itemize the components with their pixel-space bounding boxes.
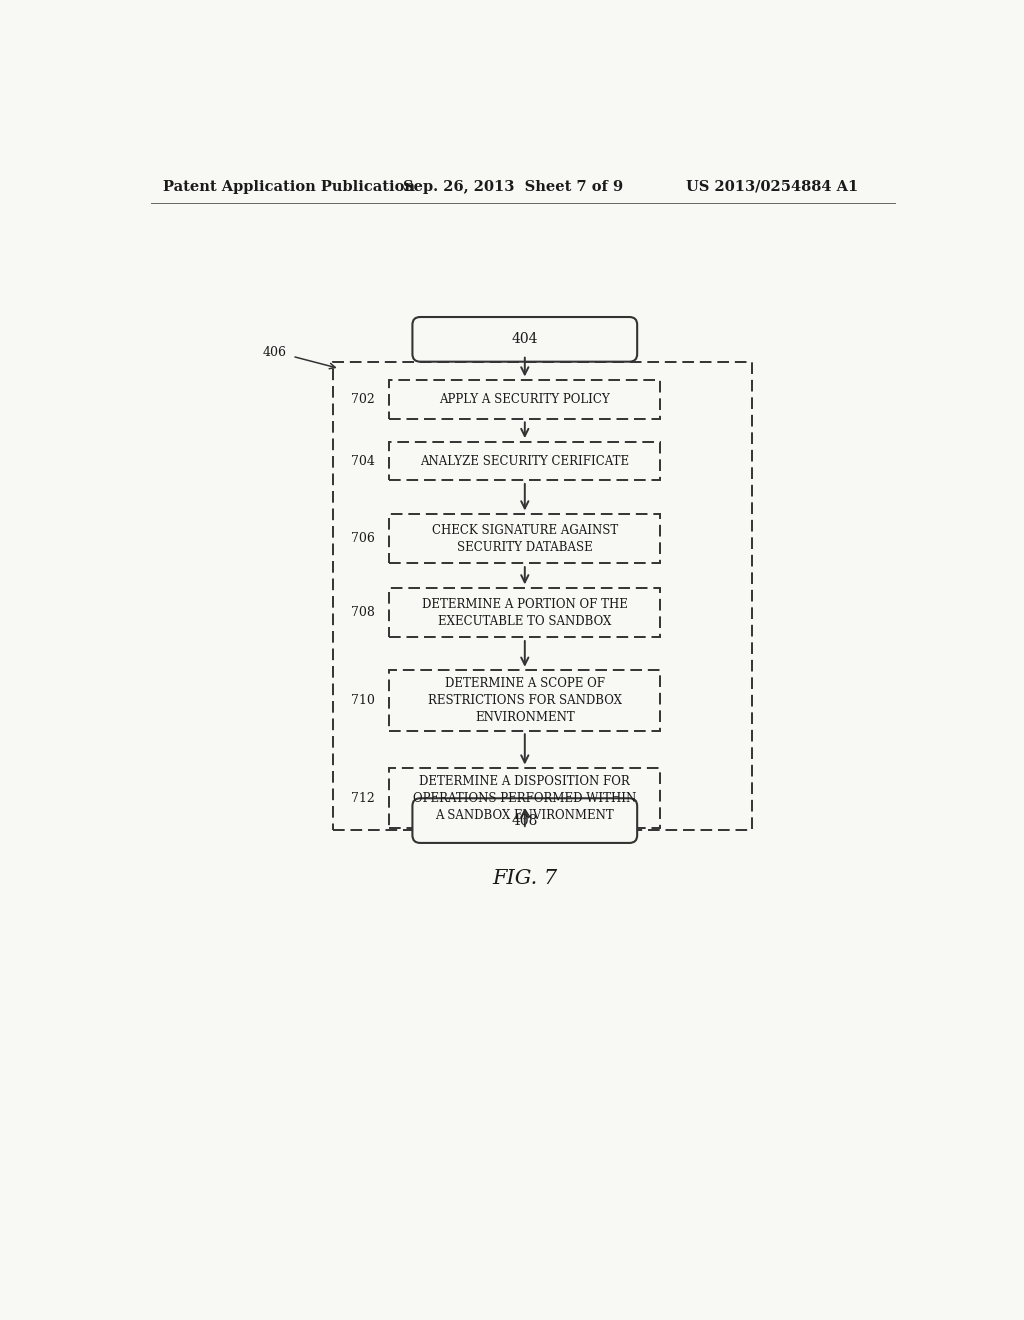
FancyBboxPatch shape [389,768,660,829]
Text: 408: 408 [512,813,538,828]
FancyBboxPatch shape [389,589,660,638]
Text: 702: 702 [351,393,375,407]
FancyBboxPatch shape [389,515,660,564]
FancyBboxPatch shape [413,317,637,362]
Text: APPLY A SECURITY POLICY: APPLY A SECURITY POLICY [439,393,610,407]
Text: CHECK SIGNATURE AGAINST
SECURITY DATABASE: CHECK SIGNATURE AGAINST SECURITY DATABAS… [432,524,617,554]
FancyBboxPatch shape [389,442,660,480]
Text: 706: 706 [351,532,375,545]
Text: ANALYZE SECURITY CERIFICATE: ANALYZE SECURITY CERIFICATE [420,454,630,467]
Text: 704: 704 [351,454,375,467]
Text: 406: 406 [263,346,287,359]
Text: US 2013/0254884 A1: US 2013/0254884 A1 [686,180,858,194]
FancyBboxPatch shape [413,799,637,843]
Text: DETERMINE A DISPOSITION FOR
OPERATIONS PERFORMED WITHIN
A SANDBOX ENVIRONMENT: DETERMINE A DISPOSITION FOR OPERATIONS P… [413,775,637,822]
Text: DETERMINE A PORTION OF THE
EXECUTABLE TO SANDBOX: DETERMINE A PORTION OF THE EXECUTABLE TO… [422,598,628,628]
Text: 710: 710 [351,694,375,708]
FancyBboxPatch shape [389,380,660,418]
Text: 708: 708 [351,606,375,619]
Text: 712: 712 [351,792,375,805]
Text: Patent Application Publication: Patent Application Publication [163,180,415,194]
FancyBboxPatch shape [389,671,660,730]
Text: 404: 404 [512,333,538,346]
Text: Sep. 26, 2013  Sheet 7 of 9: Sep. 26, 2013 Sheet 7 of 9 [403,180,624,194]
Text: FIG. 7: FIG. 7 [493,869,557,888]
Text: DETERMINE A SCOPE OF
RESTRICTIONS FOR SANDBOX
ENVIRONMENT: DETERMINE A SCOPE OF RESTRICTIONS FOR SA… [428,677,622,723]
